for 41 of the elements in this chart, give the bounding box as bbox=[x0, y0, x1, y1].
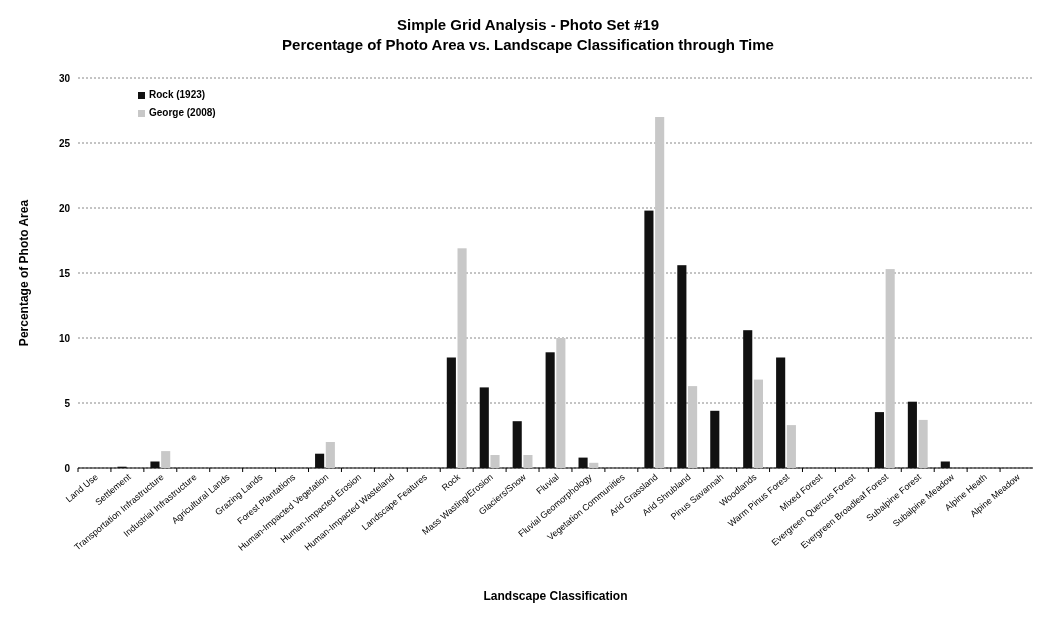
bar bbox=[710, 410, 720, 468]
chart-subtitle: Percentage of Photo Area vs. Landscape Classification through Time bbox=[282, 36, 774, 53]
bar bbox=[644, 210, 654, 468]
bar bbox=[918, 419, 928, 468]
y-tick-label: 15 bbox=[58, 267, 71, 279]
bar bbox=[150, 461, 160, 468]
bar bbox=[556, 338, 566, 468]
bar bbox=[677, 265, 687, 468]
y-tick-label: 30 bbox=[58, 72, 71, 84]
bar bbox=[743, 330, 753, 468]
bar bbox=[161, 451, 171, 468]
y-tick-label: 25 bbox=[58, 137, 71, 149]
bar bbox=[753, 379, 763, 468]
bar bbox=[490, 455, 500, 468]
y-axis-title: Percentage of Photo Area bbox=[17, 199, 31, 347]
bar bbox=[325, 442, 335, 468]
bar bbox=[589, 462, 599, 468]
legend-label: George (2008) bbox=[149, 107, 216, 118]
y-tick-label: 5 bbox=[64, 397, 71, 409]
y-tick-label: 10 bbox=[58, 332, 71, 344]
bar bbox=[545, 352, 555, 468]
bar bbox=[512, 421, 522, 468]
bar bbox=[479, 387, 489, 468]
bar bbox=[688, 386, 698, 468]
bar bbox=[578, 457, 588, 468]
y-tick-label: 0 bbox=[64, 462, 71, 474]
y-tick-label: 20 bbox=[58, 202, 71, 214]
bar bbox=[874, 412, 885, 468]
legend-label: Rock (1923) bbox=[149, 89, 206, 100]
bar bbox=[523, 455, 533, 468]
chart-title: Simple Grid Analysis - Photo Set #19 bbox=[396, 16, 660, 33]
bar bbox=[457, 248, 467, 468]
bar bbox=[907, 401, 917, 468]
bar bbox=[655, 117, 665, 468]
bar bbox=[446, 357, 456, 468]
bar bbox=[776, 357, 786, 468]
bar bbox=[940, 461, 950, 468]
bar bbox=[885, 269, 895, 468]
x-axis-title: Landscape Classification bbox=[483, 589, 628, 603]
bar bbox=[786, 425, 796, 468]
bar bbox=[315, 453, 325, 468]
